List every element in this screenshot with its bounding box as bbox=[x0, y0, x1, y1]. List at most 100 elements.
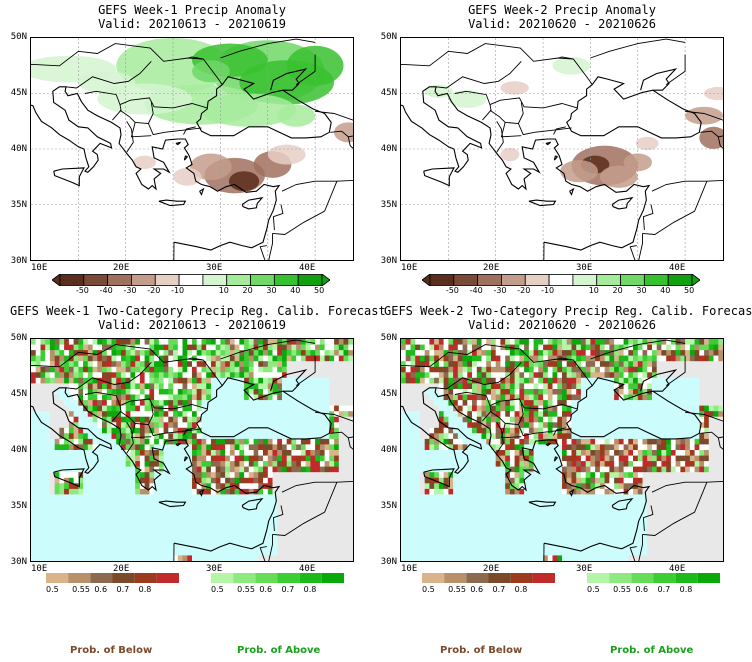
probability-cell bbox=[158, 416, 165, 423]
probability-cell bbox=[524, 455, 530, 462]
probability-cell bbox=[272, 527, 278, 534]
country-border bbox=[553, 126, 566, 135]
probability-cell bbox=[576, 339, 582, 345]
probability-cell bbox=[448, 344, 454, 351]
probability-cell bbox=[310, 538, 316, 545]
probability-cell bbox=[68, 533, 75, 540]
probability-cell bbox=[239, 544, 245, 551]
probability-cell bbox=[49, 416, 56, 423]
probability-cell bbox=[35, 422, 41, 429]
probability-cell bbox=[405, 377, 411, 384]
probability-cell bbox=[125, 450, 131, 456]
probability-cell bbox=[310, 533, 316, 540]
probability-cell bbox=[486, 405, 492, 412]
probability-cell bbox=[685, 494, 691, 501]
probability-cell bbox=[59, 411, 65, 418]
probability-cell bbox=[258, 488, 264, 495]
probability-cell bbox=[111, 394, 117, 401]
probability-cell bbox=[661, 377, 667, 384]
probability-cell bbox=[571, 433, 577, 440]
probability-cell bbox=[338, 438, 344, 445]
probability-cell bbox=[604, 483, 610, 490]
probability-cell bbox=[405, 511, 411, 518]
probability-cell bbox=[670, 427, 677, 434]
probability-cell bbox=[64, 394, 70, 401]
probability-cell bbox=[713, 483, 719, 490]
probability-cell bbox=[557, 366, 563, 373]
probability-cell bbox=[277, 438, 283, 445]
probability-cell bbox=[116, 505, 122, 512]
probability-cell bbox=[92, 549, 98, 556]
probability-cell bbox=[334, 372, 340, 379]
probability-cell bbox=[253, 433, 259, 440]
probability-cell bbox=[666, 411, 672, 418]
probability-cell bbox=[562, 466, 568, 473]
probability-cell bbox=[443, 389, 449, 395]
probability-cell bbox=[248, 516, 254, 523]
probability-cell bbox=[78, 511, 84, 518]
probability-cell bbox=[49, 488, 56, 495]
probability-cell bbox=[111, 389, 117, 395]
probability-cell bbox=[343, 483, 349, 490]
probability-cell bbox=[239, 361, 245, 368]
probability-cell bbox=[443, 383, 449, 390]
probability-cell bbox=[633, 394, 639, 401]
probability-cell bbox=[467, 477, 473, 484]
country-border bbox=[315, 411, 353, 422]
probability-cell bbox=[310, 377, 316, 384]
probability-cell bbox=[509, 450, 516, 456]
probability-cell bbox=[196, 405, 202, 412]
probability-cell bbox=[334, 466, 340, 473]
probability-cell bbox=[263, 344, 269, 351]
country-border bbox=[65, 60, 152, 89]
probability-cell bbox=[206, 555, 212, 561]
probability-cell bbox=[429, 472, 435, 479]
probability-cell bbox=[486, 472, 492, 479]
probability-cell bbox=[401, 411, 407, 418]
probability-cell bbox=[448, 394, 454, 401]
probability-cell bbox=[628, 450, 634, 456]
probability-cell bbox=[225, 466, 231, 473]
probability-cell bbox=[614, 488, 620, 495]
probability-cell bbox=[505, 366, 511, 373]
probability-cell bbox=[680, 427, 686, 434]
probability-cell bbox=[139, 522, 146, 529]
probability-cell bbox=[547, 372, 553, 379]
probability-cell bbox=[528, 477, 535, 484]
probability-cell bbox=[708, 361, 714, 368]
probability-cell bbox=[35, 505, 41, 512]
probability-cell bbox=[401, 477, 407, 484]
probability-cell bbox=[599, 505, 606, 512]
probability-cell bbox=[305, 383, 311, 390]
probability-cell bbox=[595, 411, 601, 418]
probability-cell bbox=[182, 511, 188, 518]
probability-cell bbox=[305, 499, 311, 506]
probability-cell bbox=[144, 372, 150, 379]
probability-cell bbox=[685, 466, 691, 473]
probability-cell bbox=[163, 472, 169, 479]
probability-cell bbox=[248, 544, 254, 551]
probability-cell bbox=[154, 383, 160, 390]
probability-cell bbox=[229, 450, 236, 456]
probability-cell bbox=[566, 400, 572, 407]
probability-cell bbox=[566, 405, 572, 412]
country-border bbox=[173, 242, 175, 260]
probability-cell bbox=[215, 383, 221, 390]
probability-cell bbox=[670, 361, 677, 368]
probability-cell bbox=[694, 394, 700, 401]
probability-cell bbox=[656, 405, 662, 412]
probability-cell bbox=[149, 383, 155, 390]
probability-cell bbox=[647, 355, 653, 362]
probability-cell bbox=[694, 488, 700, 495]
probability-cell bbox=[31, 477, 37, 484]
probability-cell bbox=[234, 549, 240, 556]
probability-cell bbox=[300, 516, 307, 523]
probability-cell bbox=[296, 505, 302, 512]
probability-cell bbox=[125, 522, 131, 529]
probability-cell bbox=[438, 477, 445, 484]
probability-cell bbox=[618, 505, 624, 512]
probability-cell bbox=[31, 538, 37, 545]
probability-cell bbox=[524, 427, 530, 434]
probability-cell bbox=[334, 494, 340, 501]
probability-cell bbox=[210, 505, 217, 512]
